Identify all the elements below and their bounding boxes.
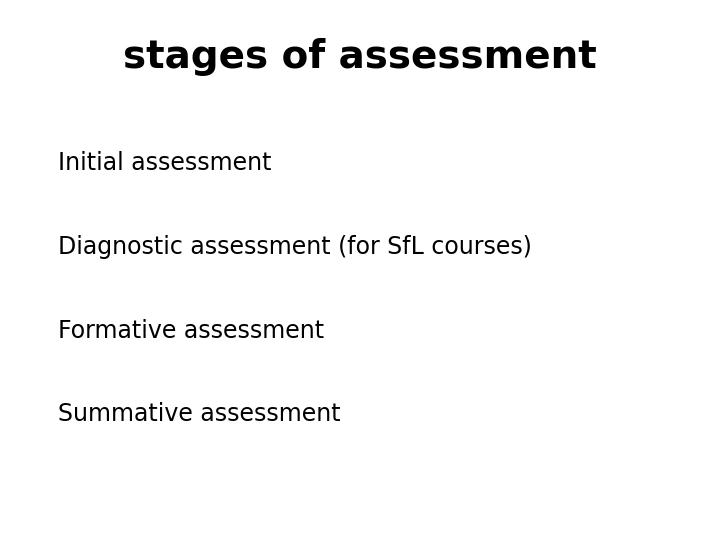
Text: stages of assessment: stages of assessment (123, 38, 597, 76)
Text: Initial assessment: Initial assessment (58, 151, 271, 175)
Text: Formative assessment: Formative assessment (58, 319, 324, 342)
Text: Diagnostic assessment (for SfL courses): Diagnostic assessment (for SfL courses) (58, 235, 531, 259)
Text: Summative assessment: Summative assessment (58, 402, 341, 426)
